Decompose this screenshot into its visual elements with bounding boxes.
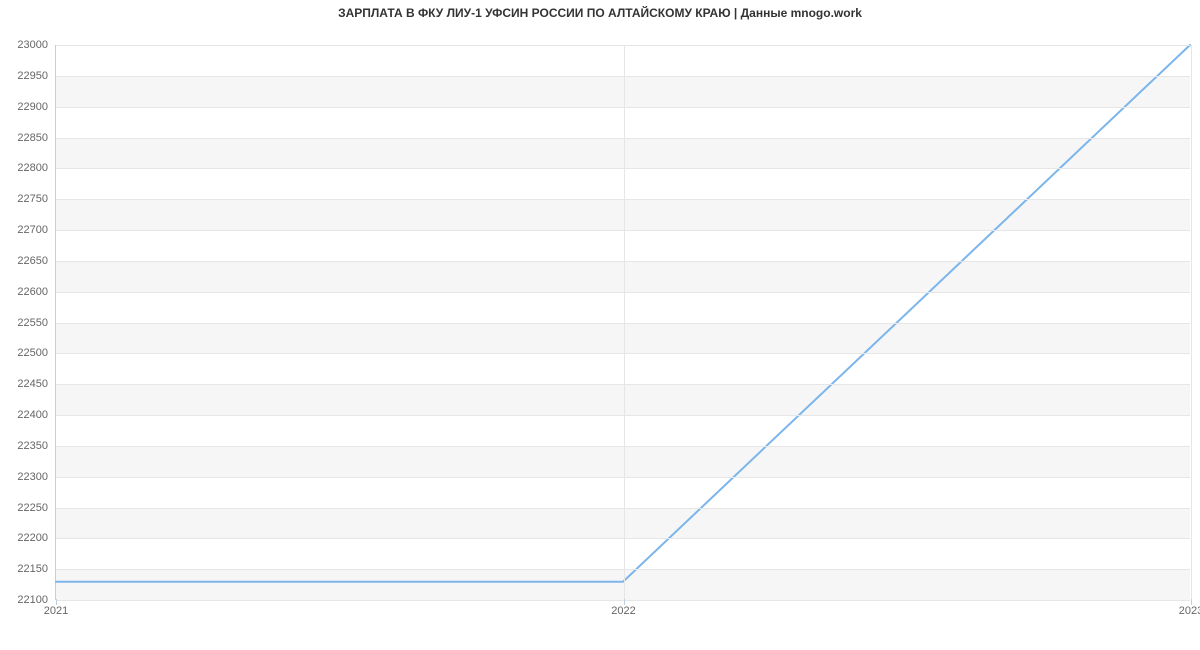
y-tick-label: 22300	[17, 471, 56, 483]
y-tick-label: 22150	[17, 563, 56, 575]
y-tick-label: 22850	[17, 132, 56, 144]
x-gridline	[1191, 45, 1192, 599]
y-tick-label: 22950	[17, 70, 56, 82]
y-tick-label: 22900	[17, 101, 56, 113]
y-tick-label: 22450	[17, 378, 56, 390]
y-tick-label: 22250	[17, 502, 56, 514]
y-tick-label: 22400	[17, 409, 56, 421]
chart-title: ЗАРПЛАТА В ФКУ ЛИУ-1 УФСИН РОССИИ ПО АЛТ…	[0, 6, 1200, 20]
y-tick-label: 22700	[17, 224, 56, 236]
y-tick-label: 22350	[17, 440, 56, 452]
y-tick-label: 22800	[17, 162, 56, 174]
x-tick-label: 2023	[1179, 599, 1200, 617]
y-tick-label: 22550	[17, 317, 56, 329]
plot-area: 2210022150222002225022300223502240022450…	[55, 45, 1190, 600]
x-tick-label: 2021	[44, 599, 68, 617]
salary-line-chart: ЗАРПЛАТА В ФКУ ЛИУ-1 УФСИН РОССИИ ПО АЛТ…	[0, 0, 1200, 650]
y-tick-label: 23000	[17, 39, 56, 51]
x-tick-label: 2022	[611, 599, 635, 617]
y-tick-label: 22750	[17, 193, 56, 205]
y-tick-label: 22600	[17, 286, 56, 298]
y-tick-label: 22200	[17, 532, 56, 544]
y-tick-label: 22500	[17, 347, 56, 359]
x-gridline	[624, 45, 625, 599]
y-tick-label: 22650	[17, 255, 56, 267]
